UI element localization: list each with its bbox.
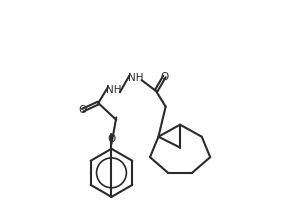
Text: O: O [107, 134, 116, 144]
Text: NH: NH [128, 73, 143, 83]
Text: O: O [79, 105, 87, 115]
Text: NH: NH [106, 85, 122, 95]
Text: O: O [160, 72, 169, 82]
